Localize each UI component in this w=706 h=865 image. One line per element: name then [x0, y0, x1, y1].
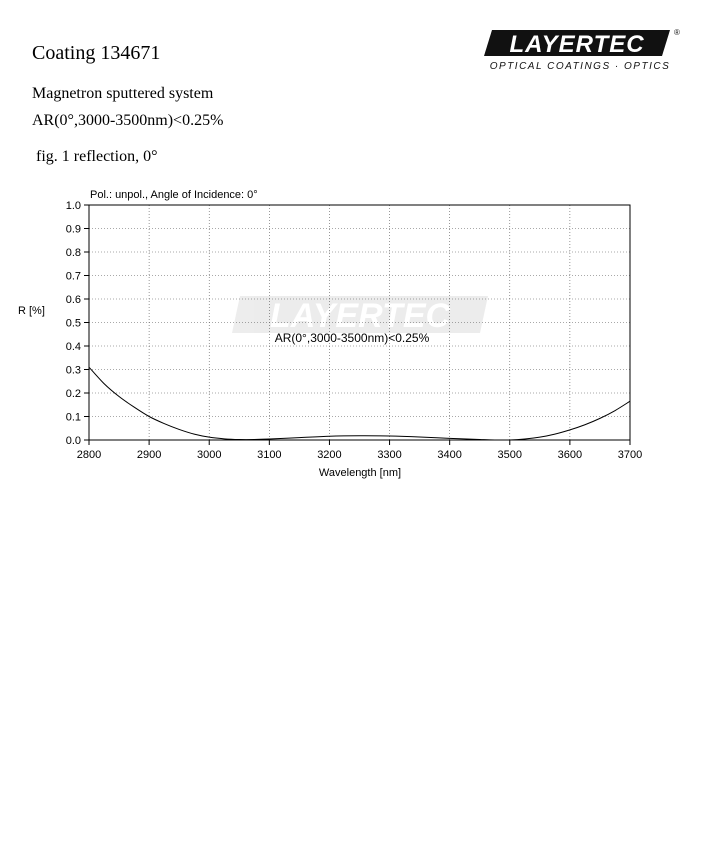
- x-tick-label: 3100: [257, 449, 281, 461]
- registered-mark: ®: [674, 28, 680, 37]
- logo-wordmark: LAYERTEC: [509, 31, 644, 58]
- y-axis-label: R [%]: [18, 305, 45, 317]
- y-tick-label: 0.0: [66, 435, 81, 447]
- x-tick-label: 3500: [498, 449, 522, 461]
- x-tick-label: 2900: [137, 449, 161, 461]
- y-tick-label: 1.0: [66, 200, 81, 212]
- y-tick-label: 0.4: [66, 341, 81, 353]
- y-tick-label: 0.8: [66, 247, 81, 259]
- coating-system-description: Magnetron sputtered system: [32, 85, 214, 102]
- figure-caption: fig. 1 reflection, 0°: [36, 148, 158, 165]
- x-tick-label: 2800: [77, 449, 101, 461]
- chart-annotation: AR(0°,3000-3500nm)<0.25%: [275, 331, 430, 345]
- x-tick-label: 3700: [618, 449, 642, 461]
- x-tick-label: 3000: [197, 449, 221, 461]
- y-tick-label: 0.7: [66, 271, 81, 283]
- chart-grid: [89, 205, 630, 440]
- reflection-curve: [88, 366, 631, 441]
- y-tick-label: 0.3: [66, 365, 81, 377]
- layertec-logo: LAYERTEC ® OPTICAL COATINGS · OPTICS: [484, 28, 680, 72]
- reflection-chart: Pol.: unpol., Angle of Incidence: 0° LAY…: [18, 189, 642, 479]
- y-tick-label: 0.2: [66, 388, 81, 400]
- y-tick-label: 0.9: [66, 224, 81, 236]
- y-tick-label: 0.5: [66, 318, 81, 330]
- document-title: Coating 134671: [32, 42, 161, 64]
- logo-tagline: OPTICAL COATINGS · OPTICS: [490, 61, 670, 72]
- x-tick-label: 3300: [377, 449, 401, 461]
- x-tick-label: 3200: [317, 449, 341, 461]
- chart-subtitle: Pol.: unpol., Angle of Incidence: 0°: [90, 189, 258, 201]
- y-tick-label: 0.6: [66, 294, 81, 306]
- y-tick-label: 0.1: [66, 412, 81, 424]
- logo-wordmark-block: LAYERTEC: [484, 30, 670, 58]
- x-tick-label: 3400: [437, 449, 461, 461]
- x-axis-label: Wavelength [nm]: [319, 467, 401, 479]
- x-axis: 2800 2900 3000 3100 3200 3300 3400 3500 3600 3700: [77, 440, 642, 461]
- y-axis: 0.0 0.1 0.2 0.3 0.4 0.5 0.6 0.7 0.8 0.9 1.0: [66, 200, 89, 447]
- x-tick-label: 3600: [558, 449, 582, 461]
- chart-watermark: LAYERTEC: [232, 296, 488, 335]
- coating-specification: AR(0°,3000-3500nm)<0.25%: [32, 112, 224, 129]
- watermark-text: LAYERTEC: [270, 297, 451, 335]
